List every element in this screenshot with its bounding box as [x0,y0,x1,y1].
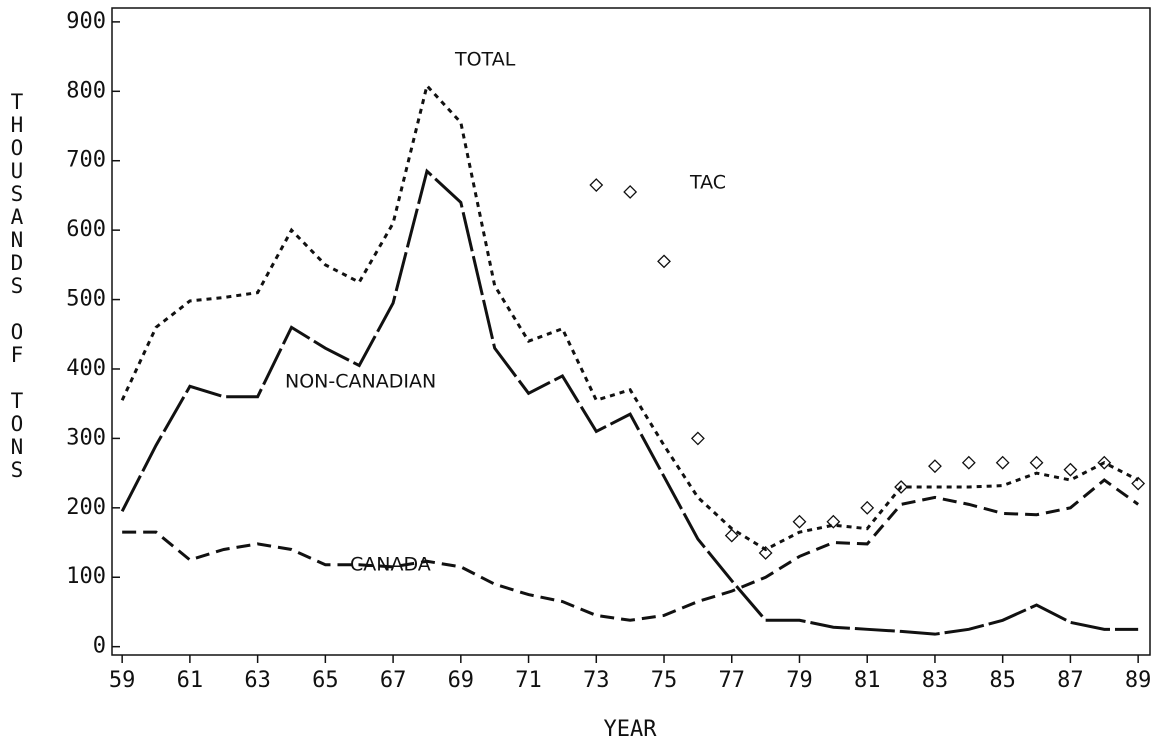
x-axis-label: YEAR [604,717,658,742]
x-tick-label: 87 [1057,668,1084,693]
tac-marker [928,459,942,474]
tac-marker [1029,455,1044,470]
x-tick-label: 85 [989,668,1016,693]
x-tick-label: 89 [1125,668,1152,693]
tac-marker [894,480,909,494]
y-tick-label: 300 [66,425,106,450]
x-tick-label: 59 [109,668,136,693]
series-line [122,478,1140,622]
tac-marker [1063,462,1078,477]
x-tick-label: 71 [515,668,542,693]
tac-marker [657,254,671,269]
x-tick-label: 75 [651,668,678,693]
series-label: NON-CANADIAN [285,371,436,393]
x-tick-label: 63 [244,668,271,693]
x-tick-label: 77 [719,668,746,693]
y-tick-label: 100 [66,564,106,589]
tac-marker [860,500,875,515]
tac-marker [690,431,705,446]
x-tick-label: 67 [380,668,407,693]
x-tick-label: 69 [448,668,475,693]
tac-marker [1097,455,1112,470]
y-tick-label: 600 [66,217,106,242]
y-tick-label: 700 [66,148,106,173]
y-tick-label: 200 [66,495,106,520]
series-label: TOTAL [454,49,516,71]
tac-marker [758,546,773,560]
x-tick-label: 81 [854,668,881,693]
y-tick-label: 900 [66,9,106,34]
plot-frame [111,7,1151,656]
x-tick-label: 79 [786,668,813,693]
series-label: CANADA [350,554,431,576]
tac-marker [589,178,604,192]
tac-marker [995,455,1010,470]
y-axis-label: THOUSANDS OF TONS [5,90,29,481]
y-tick-label: 500 [66,287,106,312]
tac-marker [792,514,807,529]
tac-marker [623,185,638,199]
y-tick-label: 400 [66,356,106,381]
series-label: TAC [689,172,726,194]
tac-marker [1131,476,1146,491]
y-tick-label: 800 [66,78,106,103]
y-tick-label: 0 [93,634,106,659]
tac-marker [961,455,976,470]
x-tick-label: 73 [583,668,610,693]
x-tick-label: 65 [312,668,339,693]
series-line [120,168,1139,636]
x-tick-label: 61 [177,668,204,693]
series-line [120,82,1139,552]
x-tick-label: 83 [922,668,949,693]
tac-marker [826,514,841,529]
tac-marker [724,528,739,543]
